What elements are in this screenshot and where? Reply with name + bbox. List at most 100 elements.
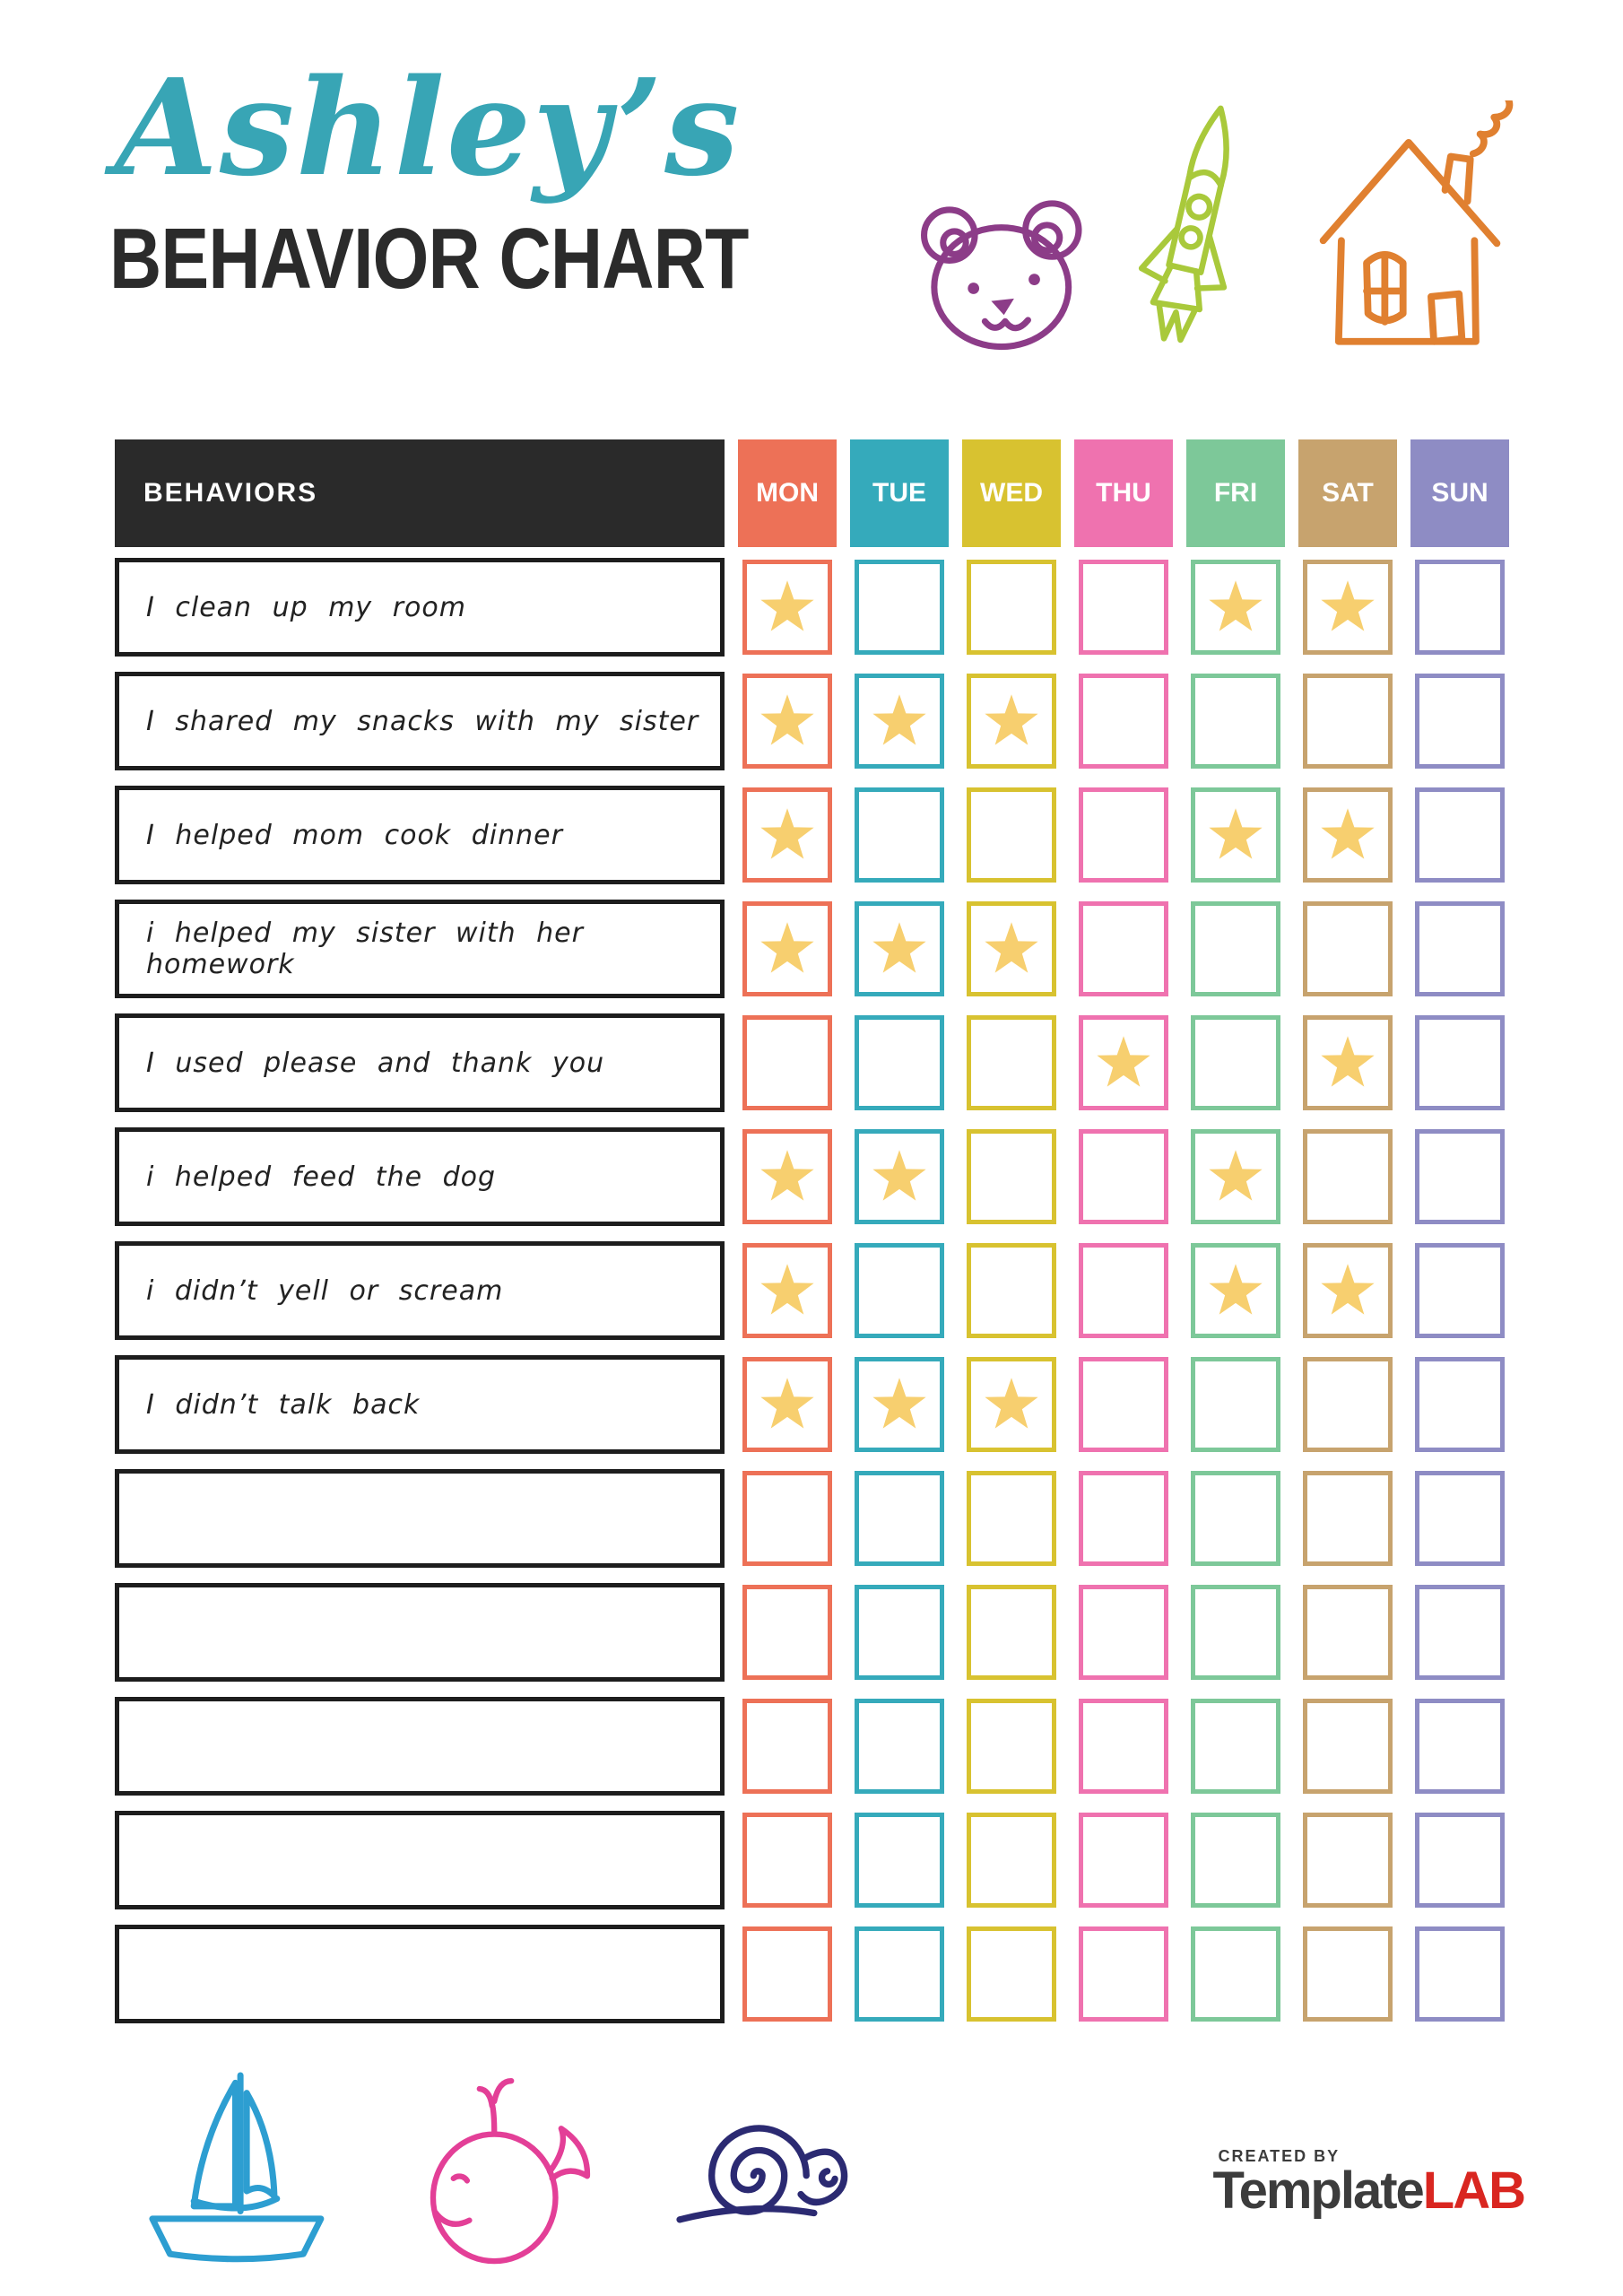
star-cell-mon[interactable] [742,1129,832,1224]
star-cell-thu[interactable] [1079,1699,1168,1794]
star-cell-fri[interactable] [1191,901,1280,996]
behavior-box[interactable]: i didn’t yell or scream [115,1241,725,1340]
star-cell-mon[interactable] [742,901,832,996]
star-cell-wed[interactable] [967,560,1056,655]
behavior-box[interactable] [115,1811,725,1909]
star-cell-mon[interactable] [742,1813,832,1908]
star-cell-wed[interactable] [967,1015,1056,1110]
star-cell-tue[interactable] [855,1699,944,1794]
star-cell-tue[interactable] [855,787,944,883]
star-cell-wed[interactable] [967,674,1056,769]
star-cell-sun[interactable] [1415,674,1505,769]
star-cell-sun[interactable] [1415,1357,1505,1452]
star-cell-wed[interactable] [967,1926,1056,2022]
star-cell-tue[interactable] [855,674,944,769]
star-cell-tue[interactable] [855,560,944,655]
star-cell-fri[interactable] [1191,1699,1280,1794]
star-cell-thu[interactable] [1079,1129,1168,1224]
star-cell-fri[interactable] [1191,560,1280,655]
behavior-box[interactable]: I shared my snacks with my sister [115,672,725,770]
star-cell-mon[interactable] [742,1357,832,1452]
star-cell-sat[interactable] [1303,560,1393,655]
behavior-box[interactable] [115,1583,725,1682]
behavior-box[interactable] [115,1697,725,1796]
star-cell-sat[interactable] [1303,787,1393,883]
star-cell-sun[interactable] [1415,1699,1505,1794]
star-cell-fri[interactable] [1191,1357,1280,1452]
star-cell-wed[interactable] [967,901,1056,996]
star-cell-mon[interactable] [742,560,832,655]
star-cell-sat[interactable] [1303,674,1393,769]
star-cell-fri[interactable] [1191,1471,1280,1566]
star-cell-sat[interactable] [1303,1926,1393,2022]
star-cell-tue[interactable] [855,1015,944,1110]
star-cell-mon[interactable] [742,1243,832,1338]
star-cell-tue[interactable] [855,901,944,996]
star-cell-fri[interactable] [1191,1129,1280,1224]
star-cell-thu[interactable] [1079,1243,1168,1338]
behavior-box[interactable]: I clean up my room [115,558,725,657]
star-cell-wed[interactable] [967,1585,1056,1680]
star-cell-sun[interactable] [1415,1015,1505,1110]
star-cell-sat[interactable] [1303,1129,1393,1224]
behavior-box[interactable]: i helped feed the dog [115,1127,725,1226]
star-cell-wed[interactable] [967,1699,1056,1794]
star-cell-tue[interactable] [855,1926,944,2022]
star-cell-sun[interactable] [1415,787,1505,883]
star-cell-thu[interactable] [1079,1471,1168,1566]
star-cell-sun[interactable] [1415,560,1505,655]
star-cell-wed[interactable] [967,1129,1056,1224]
star-cell-fri[interactable] [1191,1926,1280,2022]
star-cell-thu[interactable] [1079,1015,1168,1110]
star-cell-thu[interactable] [1079,1813,1168,1908]
star-cell-thu[interactable] [1079,787,1168,883]
star-cell-thu[interactable] [1079,1585,1168,1680]
star-cell-fri[interactable] [1191,1585,1280,1680]
star-cell-thu[interactable] [1079,560,1168,655]
star-cell-sat[interactable] [1303,901,1393,996]
star-cell-sun[interactable] [1415,1129,1505,1224]
star-cell-sat[interactable] [1303,1813,1393,1908]
behavior-box[interactable] [115,1925,725,2023]
star-cell-wed[interactable] [967,787,1056,883]
star-cell-wed[interactable] [967,1813,1056,1908]
behavior-box[interactable] [115,1469,725,1568]
star-cell-sun[interactable] [1415,901,1505,996]
star-cell-thu[interactable] [1079,901,1168,996]
star-cell-tue[interactable] [855,1357,944,1452]
star-cell-thu[interactable] [1079,674,1168,769]
star-cell-thu[interactable] [1079,1926,1168,2022]
behavior-box[interactable]: I helped mom cook dinner [115,786,725,884]
star-cell-mon[interactable] [742,1699,832,1794]
star-cell-mon[interactable] [742,1471,832,1566]
star-cell-mon[interactable] [742,787,832,883]
star-cell-sat[interactable] [1303,1243,1393,1338]
star-cell-tue[interactable] [855,1585,944,1680]
star-cell-tue[interactable] [855,1813,944,1908]
star-cell-mon[interactable] [742,1015,832,1110]
behavior-box[interactable]: I didn’t talk back [115,1355,725,1454]
star-cell-sun[interactable] [1415,1471,1505,1566]
star-cell-wed[interactable] [967,1243,1056,1338]
star-cell-mon[interactable] [742,1585,832,1680]
star-cell-sun[interactable] [1415,1585,1505,1680]
star-cell-thu[interactable] [1079,1357,1168,1452]
star-cell-sun[interactable] [1415,1813,1505,1908]
star-cell-sat[interactable] [1303,1585,1393,1680]
star-cell-tue[interactable] [855,1471,944,1566]
star-cell-sat[interactable] [1303,1015,1393,1110]
star-cell-tue[interactable] [855,1243,944,1338]
star-cell-fri[interactable] [1191,1015,1280,1110]
star-cell-wed[interactable] [967,1471,1056,1566]
behavior-box[interactable]: i helped my sister with her homework [115,900,725,998]
star-cell-sun[interactable] [1415,1926,1505,2022]
star-cell-sat[interactable] [1303,1699,1393,1794]
star-cell-sat[interactable] [1303,1471,1393,1566]
star-cell-mon[interactable] [742,1926,832,2022]
star-cell-tue[interactable] [855,1129,944,1224]
star-cell-fri[interactable] [1191,1813,1280,1908]
star-cell-fri[interactable] [1191,1243,1280,1338]
star-cell-sat[interactable] [1303,1357,1393,1452]
star-cell-fri[interactable] [1191,787,1280,883]
star-cell-wed[interactable] [967,1357,1056,1452]
